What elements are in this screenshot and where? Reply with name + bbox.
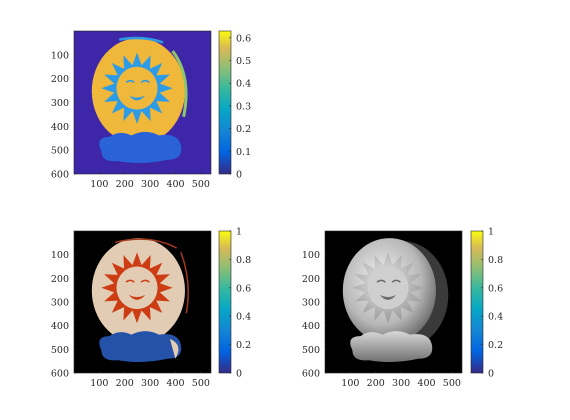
x-tick-label: 500 [192,378,210,389]
y-tick-label: 100 [302,250,320,261]
rim-segment [171,50,188,118]
x-tick-label: 500 [192,179,210,190]
x-tick-label: 200 [116,378,134,389]
y-tick-label: 400 [302,321,320,332]
panel-2: 100 200 300 400 500 100 200 300 400 500 600 0 0.2 0.4… [51,227,251,390]
y-tick-label: 300 [51,298,69,309]
colorbar-frame [218,30,232,175]
base-edge [169,338,179,359]
y-tick-label: 100 [51,250,69,261]
y-tick-label: 400 [51,321,69,332]
colorbar-tick-label: 0.8 [488,255,503,266]
y-tick-label: 400 [51,122,69,133]
cloud-base [99,131,182,163]
left-eye [376,279,386,283]
colorbar [219,31,231,174]
sun-face [116,66,158,110]
colorbar-tick-label: 0 [488,369,494,380]
left-eye [125,279,135,283]
x-tick-label: 500 [443,378,461,389]
rim-line [114,238,178,249]
panel-1: 100 200 300 400 500 100 200 300 400 500 600 0 0.1 0.2… [51,30,251,190]
colorbar-tick-label: 0 [236,369,242,380]
x-tick-label: 300 [141,378,159,389]
x-tick-label: 400 [166,179,184,190]
rim-segment [118,36,164,44]
x-tick-label: 100 [341,378,359,389]
y-tick-label: 200 [51,274,69,285]
colorbar-tick-label: 0.6 [236,283,251,294]
colorbar-tick-label: 0.2 [236,124,251,135]
colorbar-tick-label: 0.4 [236,79,251,90]
y-tick-label: 100 [51,50,69,61]
left-eye [125,79,135,84]
x-tick-label: 300 [141,179,159,190]
sun-face [116,266,158,310]
x-tick-label: 200 [367,378,385,389]
cloud-base [99,331,182,363]
sun-face [367,266,409,310]
colorbar-tick-label: 0.6 [236,33,251,44]
x-tick-label: 300 [392,378,410,389]
mouth [379,294,397,300]
colorbar-tick-label: 0.2 [488,340,503,351]
colorbar-tick-label: 0 [236,170,242,181]
x-tick-label: 100 [90,179,108,190]
colorbar-tick-label: 0.6 [488,283,503,294]
y-tick-label: 300 [302,298,320,309]
colorbar-tick-label: 0.8 [236,255,251,266]
x-tick-label: 200 [116,179,134,190]
cloud-base [350,331,433,363]
image [74,231,211,373]
colorbar-tick-label: 0.1 [236,147,251,158]
y-tick-label: 500 [51,146,69,157]
colorbar [471,231,483,373]
colorbar-tick-label: 1 [236,227,242,238]
mouth [128,294,146,300]
y-tick-label: 600 [51,369,69,380]
y-tick-label: 200 [51,74,69,85]
colorbar-tick-label: 0.4 [488,312,503,323]
x-tick-label: 400 [166,378,184,389]
colorbar-tick-label: 0.2 [236,340,251,351]
colorbar-frame [470,230,484,374]
y-tick-label: 500 [302,345,320,356]
colorbar-tick-label: 0.4 [236,312,251,323]
right-eye [140,279,150,283]
y-tick-label: 600 [302,369,320,380]
colorbar-tick-label: 0.3 [236,101,251,112]
colorbar [219,231,231,373]
x-tick-label: 400 [417,378,435,389]
x-tick-label: 100 [90,378,108,389]
colorbar-tick-label: 0.5 [236,56,251,67]
image [74,31,211,174]
y-tick-label: 600 [51,170,69,181]
panel-3: 100 200 300 400 500 100 200 300 400 500 600 0 0.2 0.4… [302,227,503,390]
colorbar-frame [218,230,232,374]
rim-line [180,252,189,314]
y-tick-label: 300 [51,98,69,109]
y-tick-label: 500 [51,345,69,356]
y-tick-label: 200 [302,274,320,285]
mouth [128,95,146,101]
colorbar-tick-label: 1 [488,227,494,238]
image [325,231,462,373]
right-eye [140,79,150,84]
right-eye [391,279,401,283]
